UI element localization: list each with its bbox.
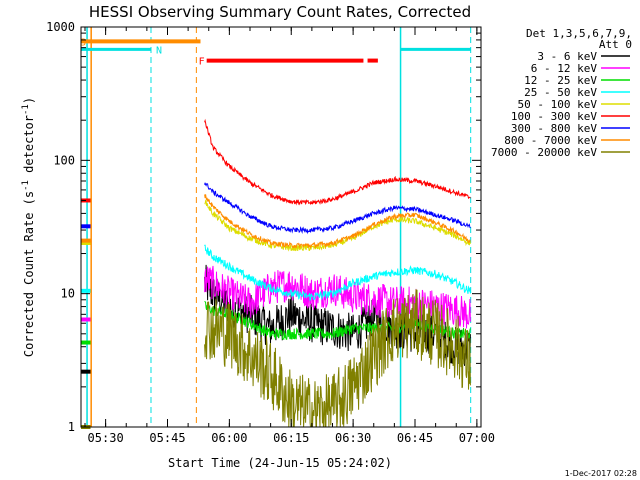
series-line-2 <box>204 300 471 341</box>
plot-data-layer: S N F <box>80 27 472 429</box>
legend-label-0: 3 - 6 keV <box>537 50 597 63</box>
y-tick-label-0: 1 <box>68 420 75 434</box>
legend-label-7: 800 - 7000 keV <box>504 134 597 147</box>
series-line-3 <box>204 244 471 302</box>
x-axis-label: Start Time (24-Jun-15 05:24:02) <box>168 456 392 470</box>
x-tick-label-4: 06:30 <box>335 431 371 445</box>
flag-label-S: S <box>80 37 86 48</box>
series-line-1 <box>204 265 471 329</box>
series-line-7 <box>204 194 471 249</box>
chart-title: HESSI Observing Summary Count Rates, Cor… <box>89 3 471 21</box>
legend-label-4: 50 - 100 keV <box>518 98 598 111</box>
legend-label-2: 12 - 25 keV <box>524 74 597 87</box>
y-tick-label-1: 10 <box>61 287 75 301</box>
legend-label-1: 6 - 12 keV <box>531 62 598 75</box>
x-tick-label-1: 05:45 <box>149 431 185 445</box>
series-line-8 <box>204 289 471 428</box>
y-tick-layer: 1 10 100 1000 <box>46 20 481 434</box>
y-tick-label-3: 1000 <box>46 20 75 34</box>
legend-label-6: 300 - 800 keV <box>511 122 597 135</box>
flag-label-F: F <box>199 57 205 68</box>
y-axis-label-text-3: ) <box>22 97 36 104</box>
y-axis-label-text-2: detector <box>22 115 36 180</box>
x-tick-label-2: 06:00 <box>211 431 247 445</box>
y-axis-label-sup-2: -1 <box>21 104 31 115</box>
legend-label-3: 25 - 50 keV <box>524 86 597 99</box>
legend-label-5: 100 - 300 keV <box>511 110 597 123</box>
y-axis-label-sup-1: -1 <box>21 180 31 191</box>
y-axis-label: Corrected Count Rate (s-1 detector-1) <box>21 97 36 357</box>
y-axis-label-text-1: Corrected Count Rate (s <box>22 191 36 357</box>
y-tick-label-2: 100 <box>53 153 75 167</box>
x-tick-label-3: 06:15 <box>273 431 309 445</box>
legend-header-detectors: Det 1,3,5,6,7,9, <box>526 27 632 40</box>
legend-label-8: 7000 - 20000 keV <box>491 146 597 159</box>
x-tick-label-5: 06:45 <box>397 431 433 445</box>
plot-frame <box>80 26 482 428</box>
x-tick-label-0: 05:30 <box>88 431 124 445</box>
series-line-5 <box>204 118 471 206</box>
x-tick-label-6: 07:00 <box>459 431 495 445</box>
flag-label-N: N <box>156 45 162 56</box>
x-tick-layer: 05:30 05:45 06:00 06:15 06:30 06:45 07:00 <box>84 27 495 445</box>
footer-date: 1-Dec-2017 02:28 <box>565 469 637 478</box>
flag-layer: S N F <box>80 37 471 68</box>
legend-header-attenuator: Att 0 <box>599 38 632 51</box>
series-line-6 <box>204 182 471 235</box>
